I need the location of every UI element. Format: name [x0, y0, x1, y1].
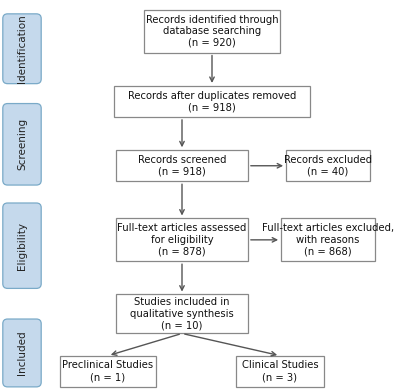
Text: Records after duplicates removed
(n = 918): Records after duplicates removed (n = 91… [128, 90, 296, 112]
Text: Full-text articles assessed
for eligibility
(n = 878): Full-text articles assessed for eligibil… [117, 223, 247, 257]
Text: Included: Included [17, 331, 27, 375]
FancyBboxPatch shape [3, 319, 41, 387]
FancyBboxPatch shape [3, 14, 41, 84]
Text: Full-text articles excluded,
with reasons
(n = 868): Full-text articles excluded, with reason… [262, 223, 394, 257]
Text: Records excluded
(n = 40): Records excluded (n = 40) [284, 155, 372, 177]
Text: Studies included in
qualitative synthesis
(n = 10): Studies included in qualitative synthesi… [130, 297, 234, 331]
FancyBboxPatch shape [281, 218, 375, 261]
FancyBboxPatch shape [116, 150, 248, 181]
Text: Screening: Screening [17, 118, 27, 170]
FancyBboxPatch shape [3, 203, 41, 289]
FancyBboxPatch shape [60, 356, 156, 387]
Text: Records identified through
database searching
(n = 920): Records identified through database sear… [146, 14, 278, 48]
FancyBboxPatch shape [116, 294, 248, 333]
FancyBboxPatch shape [236, 356, 324, 387]
Text: Clinical Studies
(n = 3): Clinical Studies (n = 3) [242, 360, 318, 382]
Text: Records screened
(n = 918): Records screened (n = 918) [138, 155, 226, 177]
FancyBboxPatch shape [114, 86, 310, 117]
FancyBboxPatch shape [116, 218, 248, 261]
FancyBboxPatch shape [3, 104, 41, 185]
FancyBboxPatch shape [286, 150, 370, 181]
Text: Identification: Identification [17, 14, 27, 83]
Text: Eligibility: Eligibility [17, 222, 27, 270]
FancyBboxPatch shape [144, 10, 280, 53]
Text: Preclinical Studies
(n = 1): Preclinical Studies (n = 1) [62, 360, 154, 382]
